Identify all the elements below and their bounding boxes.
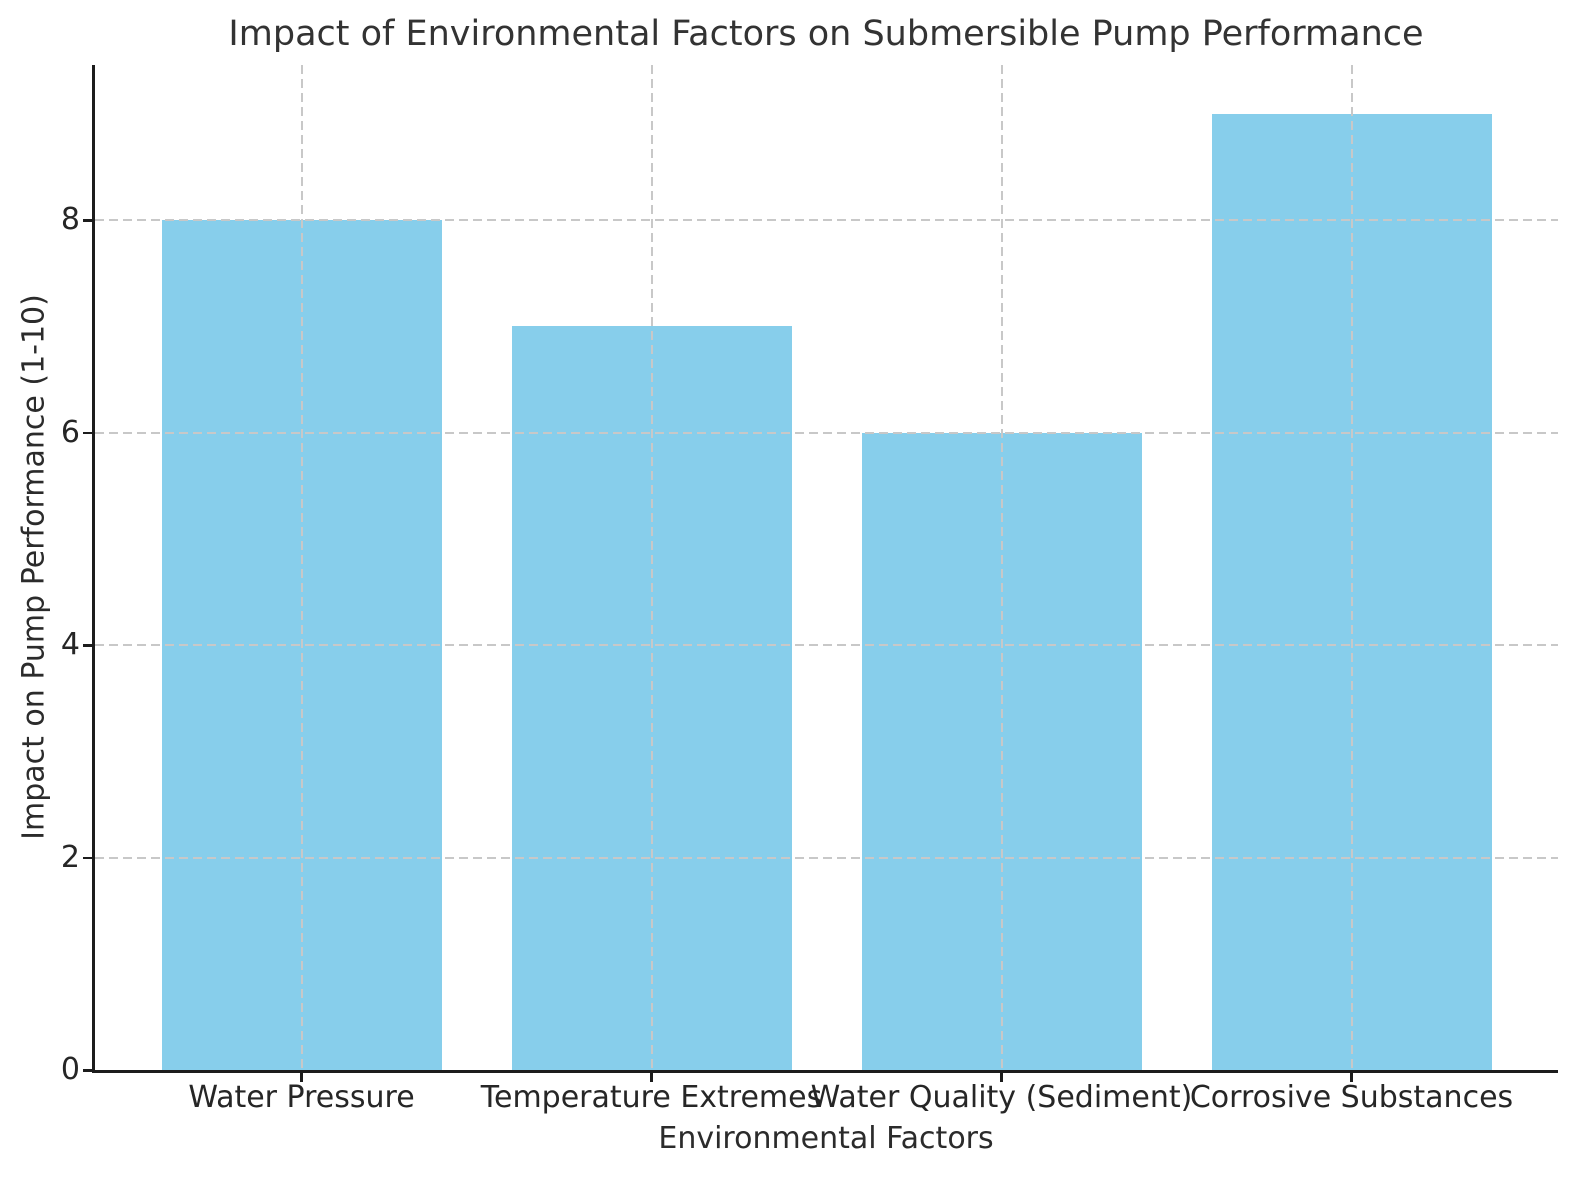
gridline-x-water-quality-sediment	[1000, 65, 1003, 1070]
y-tick-mark-8	[83, 219, 95, 222]
bottom-spine	[92, 1070, 1558, 1073]
gridline-x-temperature-extremes	[650, 65, 653, 1070]
gridline-y-8	[95, 219, 1558, 222]
x-tick-mark-corrosive-substances	[1350, 1070, 1353, 1082]
y-tick-label-4: 4	[60, 626, 80, 662]
y-tick-mark-0	[83, 1069, 95, 1072]
x-tick-label-water-quality-sediment: Water Quality (Sediment)	[810, 1080, 1193, 1115]
x-tick-label-water-pressure: Water Pressure	[188, 1080, 415, 1115]
x-tick-mark-temperature-extremes	[650, 1070, 653, 1082]
left-spine	[92, 65, 95, 1073]
y-tick-label-0: 0	[60, 1051, 80, 1087]
gridline-y-2	[95, 856, 1558, 859]
x-tick-label-corrosive-substances: Corrosive Substances	[1189, 1080, 1514, 1115]
chart-title: Impact of Environmental Factors on Subme…	[228, 14, 1424, 54]
y-tick-mark-2	[83, 856, 95, 860]
gridline-x-corrosive-substances	[1350, 65, 1353, 1070]
y-tick-label-6: 6	[60, 414, 80, 450]
gridline-y-6	[95, 431, 1558, 434]
gridline-x-water-pressure	[300, 65, 303, 1070]
y-tick-label-8: 8	[60, 201, 80, 237]
y-tick-label-2: 2	[60, 839, 80, 875]
y-tick-mark-6	[83, 431, 95, 435]
x-tick-mark-water-pressure	[300, 1070, 303, 1082]
x-axis-label: Environmental Factors	[658, 1121, 994, 1156]
x-tick-label-temperature-extremes: Temperature Extremes	[480, 1080, 823, 1115]
y-tick-mark-4	[83, 644, 95, 647]
gridline-y-4	[95, 644, 1558, 647]
x-tick-mark-water-quality-sediment	[1000, 1070, 1003, 1082]
